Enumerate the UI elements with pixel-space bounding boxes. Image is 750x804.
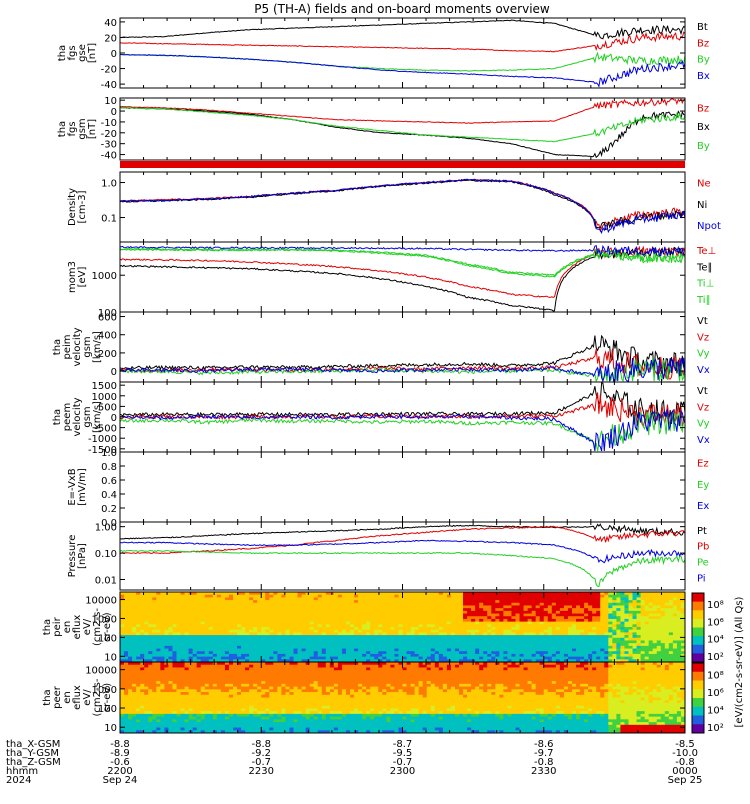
heatmap-peer bbox=[120, 662, 686, 734]
y-axis-label: [nT] bbox=[87, 43, 98, 63]
y-tick-label: -40 bbox=[101, 80, 117, 91]
series-line-Pe bbox=[120, 551, 685, 587]
legend-entry: Vx bbox=[697, 435, 710, 446]
y-axis-label: sr-eV) bbox=[102, 612, 113, 641]
y-tick-label: 1500 bbox=[92, 381, 117, 392]
legend-entry: Ni bbox=[697, 200, 707, 211]
series-line-Bx bbox=[120, 54, 685, 86]
y-tick-label: 0 bbox=[111, 367, 117, 378]
legend-entry: By bbox=[697, 55, 710, 66]
legend-entry: Vz bbox=[697, 402, 709, 413]
legend-entry: Te∥ bbox=[696, 262, 713, 273]
y-tick-label: 600 bbox=[98, 313, 117, 324]
y-tick-label: 0 bbox=[111, 49, 117, 60]
legend-entry: Ez bbox=[697, 459, 709, 470]
y-tick-label: 0.10 bbox=[95, 549, 117, 560]
legend-entry: Pt bbox=[697, 526, 707, 537]
series-line-By bbox=[120, 108, 685, 142]
y-tick-label: 0.8 bbox=[101, 462, 117, 473]
series-line-Ni bbox=[120, 180, 685, 230]
legend-entry: Npot bbox=[697, 221, 721, 232]
series-line-Vz bbox=[120, 393, 685, 427]
series-line-Te∥ bbox=[120, 248, 685, 312]
y-tick-label: -40 bbox=[101, 151, 117, 162]
y-tick-label: 0.4 bbox=[101, 490, 117, 501]
legend-entry: Vt bbox=[697, 386, 708, 397]
legend-entry: Ti∥ bbox=[696, 295, 711, 306]
series-line-By bbox=[120, 53, 685, 71]
y-axis-label: [nT] bbox=[87, 119, 98, 139]
y-tick-label: -1000 bbox=[88, 434, 117, 445]
y-tick-label: 20 bbox=[104, 33, 117, 44]
legend-entry: Bt bbox=[697, 22, 708, 33]
legend-entry: Pe bbox=[697, 558, 709, 569]
panel-frame bbox=[120, 18, 685, 88]
legend-entry: Ne bbox=[697, 179, 711, 190]
series-line-Vx bbox=[120, 409, 685, 451]
y-axis-label: [cm-3] bbox=[77, 190, 88, 223]
y-tick-label: 0 bbox=[111, 107, 117, 118]
legend-entry: Ti⊥ bbox=[696, 279, 714, 290]
y-tick-label: 1.0 bbox=[101, 179, 117, 190]
series-line-Pb bbox=[120, 526, 685, 553]
y-tick-label: -20 bbox=[101, 129, 117, 140]
y-tick-label: 1000 bbox=[92, 271, 117, 282]
y-tick-label: 40 bbox=[104, 18, 117, 29]
legend-entry: Te⊥ bbox=[696, 246, 716, 257]
y-tick-label: 0.2 bbox=[101, 504, 117, 515]
y-tick-label: 10000 bbox=[85, 596, 117, 607]
legend-entry: Pb bbox=[697, 542, 709, 553]
legend-entry: Ex bbox=[697, 501, 709, 512]
y-tick-label: 0.01 bbox=[95, 575, 117, 586]
y-tick-label: -10 bbox=[101, 118, 117, 129]
series-line-Ne bbox=[120, 179, 685, 231]
y-tick-label: 0 bbox=[111, 413, 117, 424]
y-axis-label: [km/s] bbox=[92, 401, 103, 433]
legend-entry: Bz bbox=[697, 103, 709, 114]
figure-title: P5 (TH-A) fields and on-board moments ov… bbox=[254, 2, 550, 16]
legend-entry: Vz bbox=[697, 332, 709, 343]
heatmap-peir bbox=[120, 592, 686, 663]
y-tick-label: 1.00 bbox=[95, 523, 117, 534]
legend-entry: Vx bbox=[697, 365, 710, 376]
y-tick-label: -30 bbox=[101, 140, 117, 151]
legend-entry: Vt bbox=[697, 316, 708, 327]
legend-entry: Vy bbox=[697, 419, 710, 430]
legend-entry: Bz bbox=[697, 38, 709, 49]
legend-entry: By bbox=[697, 141, 710, 152]
legend-entry: Bx bbox=[697, 122, 710, 133]
y-axis-label: [mV/m] bbox=[77, 468, 88, 506]
y-tick-label: 0.1 bbox=[101, 214, 117, 225]
y-axis-label: [km/s] bbox=[92, 331, 103, 363]
y-axis-label: [nPa] bbox=[77, 543, 88, 569]
y-tick-label: 10 bbox=[104, 652, 117, 663]
y-tick-label: -20 bbox=[101, 65, 117, 76]
legend-entry: Bx bbox=[697, 71, 710, 82]
legend-entry: Pi bbox=[697, 573, 706, 584]
panel-frame bbox=[120, 452, 685, 522]
y-tick-label: 0.6 bbox=[101, 476, 117, 487]
series-line-Bz bbox=[120, 32, 685, 52]
legend-entry: Ey bbox=[697, 480, 709, 491]
legend-entry: Vy bbox=[697, 349, 710, 360]
series-line-Npot bbox=[120, 179, 685, 233]
y-tick-label: 1.0 bbox=[101, 448, 117, 459]
y-tick-label: 10 bbox=[104, 96, 117, 107]
y-axis-label: [eV] bbox=[77, 267, 88, 288]
